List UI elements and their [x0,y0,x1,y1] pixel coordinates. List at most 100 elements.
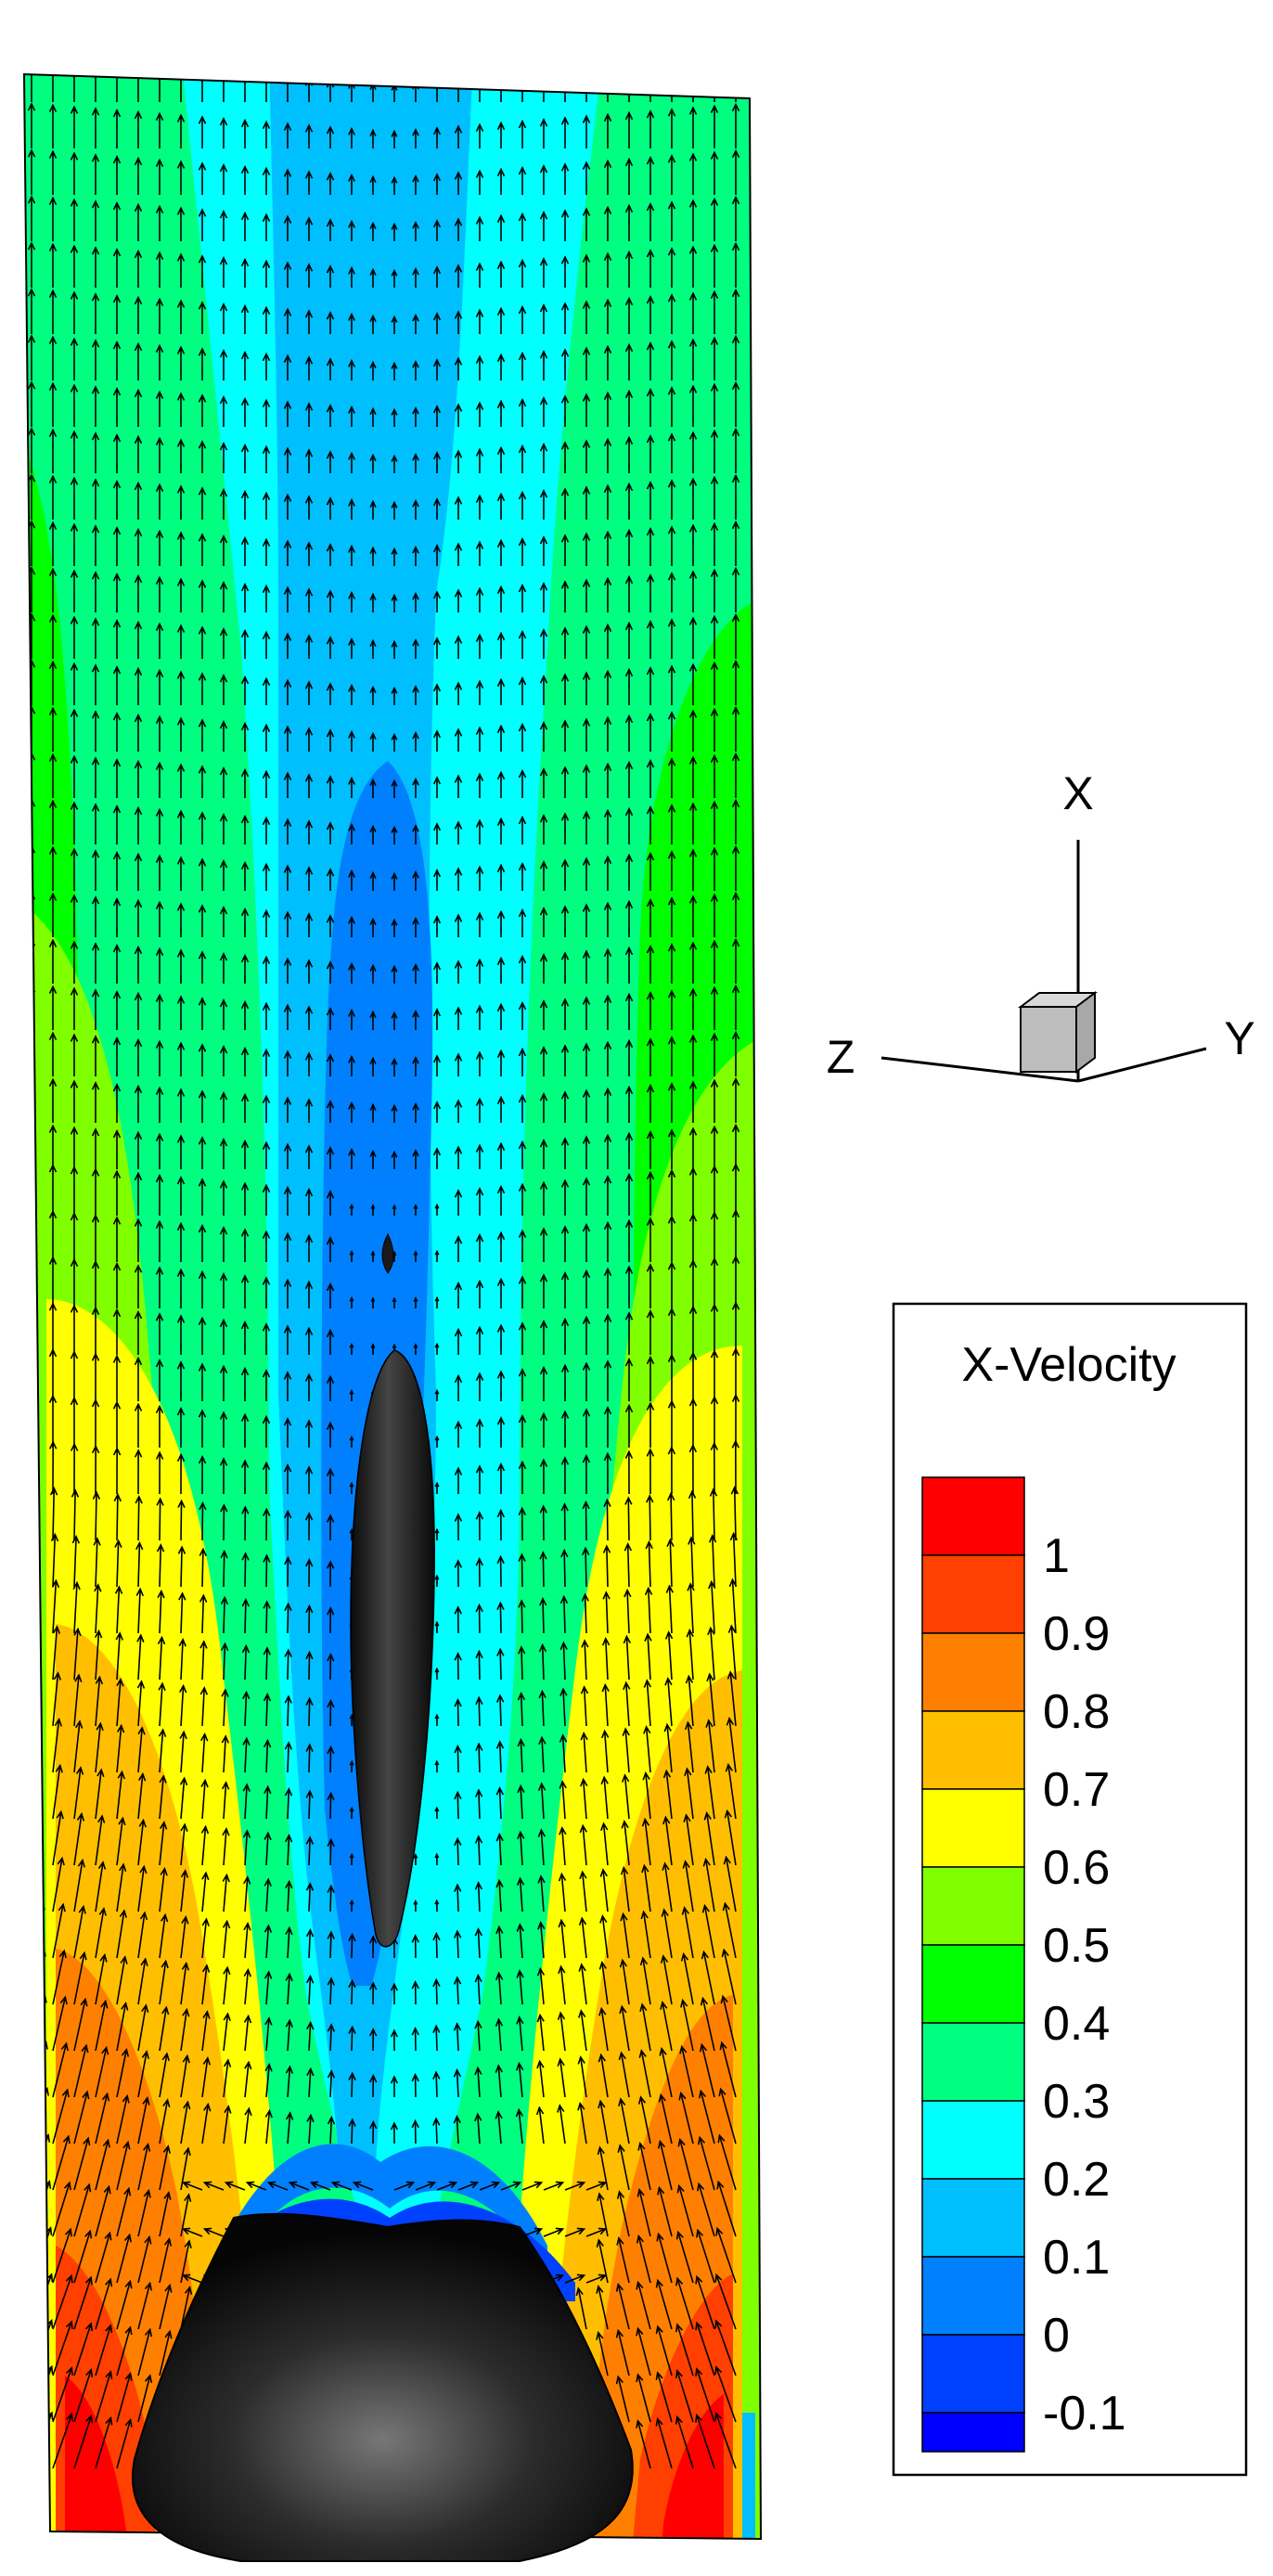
vector-arrow [582,1500,590,1541]
vector-arrow [116,1955,128,2005]
vector-arrow [48,1077,58,1123]
slab-outline [22,72,763,2541]
vector-arrow [582,949,591,984]
vector-arrow [116,1862,127,1913]
vector-arrow [304,727,314,752]
vector-arrow [618,2097,630,2145]
vector-arrow [262,630,271,659]
vector-arrow [432,1931,441,1959]
vector-arrow [603,1313,612,1355]
vector-arrow [70,105,79,148]
vector-arrow [369,360,377,380]
vector-arrow [219,906,228,937]
vector-arrow [475,679,484,705]
vector-arrow [199,1593,208,1634]
vector-arrow [263,1600,271,1634]
vector-arrow [710,568,719,612]
vector-arrow [496,1277,506,1308]
vector-arrow [695,2274,715,2330]
vector-arrow [155,761,164,798]
vector-arrow [731,659,740,705]
vector-arrow [560,1502,569,1541]
vector-arrow [198,347,207,380]
vector-arrow [70,290,79,334]
vector-arrow [349,1249,354,1262]
legend-tick-label: 0.1 [1043,2231,1110,2285]
vector-arrow [598,2099,609,2145]
vector-arrow [731,1346,740,1401]
vector-arrow [73,2229,93,2284]
vector-arrow [180,1823,188,1866]
vector-arrow [52,1763,63,1820]
vector-arrow [667,1036,676,1076]
vector-arrow [475,1143,484,1169]
vector-arrow [432,822,442,844]
vector-arrow [243,1921,251,1959]
vector-arrow [710,197,719,241]
vector-arrow [240,1274,250,1308]
vector-arrow [564,2227,586,2237]
vector-arrow [475,169,484,195]
vector-arrow [304,355,314,380]
vector-arrow [662,1769,673,1820]
vector-arrow [688,1536,696,1588]
vector-arrow [348,173,355,195]
vector-arrow [646,665,655,705]
vector-arrow [73,2414,94,2469]
vector-arrow [156,1497,164,1541]
vector-arrow [112,850,122,891]
vector-arrow [518,722,527,752]
vector-arrow [159,2191,172,2237]
vector-arrow [704,1765,715,1820]
vector-arrow [326,264,335,288]
vector-arrow [646,155,655,195]
vector-arrow [645,1539,653,1588]
vector-arrow [262,769,271,798]
vector-arrow [580,1731,588,1773]
vector-arrow [219,1045,228,1076]
vector-arrow [603,623,612,659]
vector-arrow [116,2186,132,2237]
vector-arrow [369,453,377,473]
vector-arrow [496,1508,506,1541]
vector-arrow [134,945,143,984]
vector-arrow [112,896,122,937]
legend-swatch [921,2100,1025,2180]
vector-arrow [240,303,250,334]
vector-arrow [200,1732,209,1773]
vector-arrow [73,1673,83,1727]
vector-arrow [326,728,335,752]
vector-arrow [304,1280,314,1308]
vector-arrow [27,1438,36,1495]
vector-arrow [326,1236,335,1262]
vector-arrow [283,539,292,566]
vector-arrow [95,1906,107,1959]
vector-arrow [155,668,164,705]
vector-arrow [582,1088,591,1123]
vector-arrow [731,1301,740,1355]
vector-arrow [664,1630,674,1681]
vector-arrow [305,1789,314,1820]
vector-arrow [518,768,527,798]
vector-arrow [91,1214,100,1262]
vector-arrow [52,1810,64,1866]
vector-arrow [688,1443,698,1495]
vector-arrow [284,1648,292,1681]
vector-arrow [219,488,228,520]
vector-arrow [48,1124,58,1169]
vector-arrow [263,1693,272,1727]
vector-arrow [70,337,79,380]
vector-arrow [560,766,570,798]
vector-arrow [326,1007,335,1030]
vector-arrow [370,1204,376,1216]
vector-arrow [112,1082,122,1123]
vector-arrow [539,1320,548,1355]
vector-arrow [454,913,463,937]
vector-arrow [155,1358,164,1401]
vector-arrow [582,1269,591,1308]
vector-arrow [496,399,506,427]
vector-arrow [539,1273,548,1308]
vector-arrow [603,205,612,241]
vector-arrow [454,1145,463,1169]
vector-arrow [454,960,463,984]
